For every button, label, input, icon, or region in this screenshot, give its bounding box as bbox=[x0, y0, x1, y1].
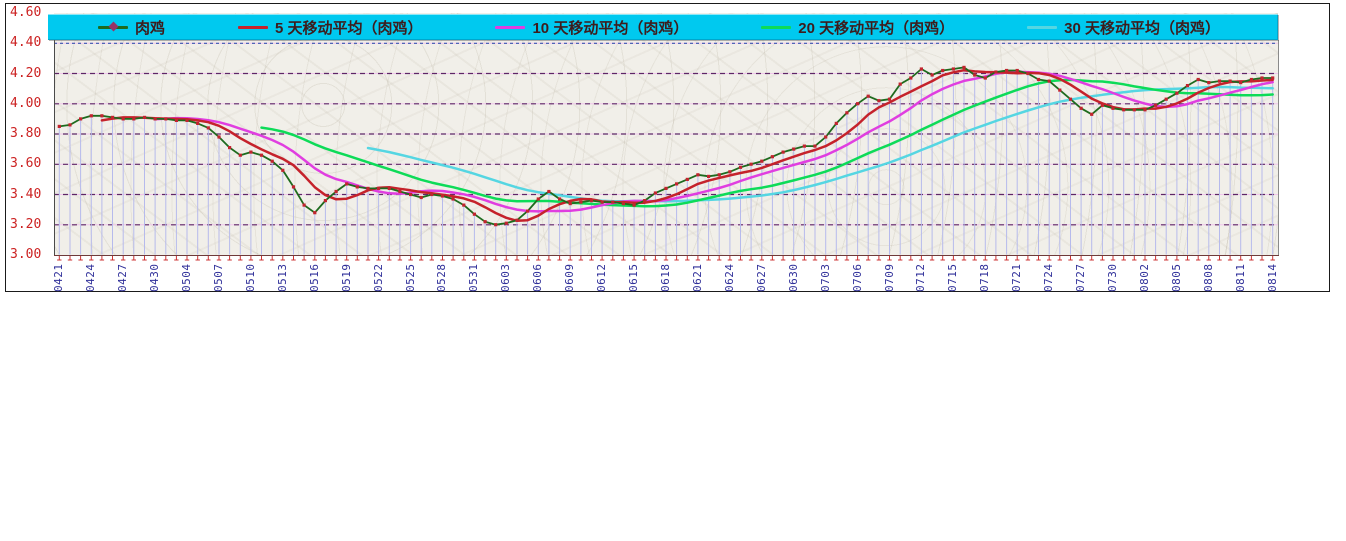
x-tick-label: 0612 bbox=[595, 263, 608, 293]
legend-item: 5 天移动平均（肉鸡） bbox=[237, 17, 423, 38]
x-tick-label: 0624 bbox=[723, 263, 736, 293]
x-tick-label: 0621 bbox=[691, 263, 704, 293]
y-tick-label: 4.60 bbox=[10, 5, 42, 20]
y-tick-label: 4.40 bbox=[10, 35, 42, 50]
y-tick-label: 3.60 bbox=[10, 156, 42, 171]
legend-label: 20 天移动平均（肉鸡） bbox=[798, 19, 955, 37]
x-tick-label: 0528 bbox=[435, 263, 448, 293]
x-tick-label: 0531 bbox=[467, 263, 480, 293]
x-tick-label: 0715 bbox=[946, 263, 959, 293]
x-tick-label: 0802 bbox=[1138, 263, 1151, 293]
x-tick-label: 0430 bbox=[148, 263, 161, 293]
drop-lines bbox=[58, 68, 1274, 255]
x-tick-label: 0516 bbox=[308, 263, 321, 293]
y-tick-label: 3.80 bbox=[10, 126, 42, 141]
legend-key-marker-icon bbox=[108, 21, 119, 32]
x-tick-label: 0606 bbox=[531, 263, 544, 293]
legend-key-line-icon bbox=[495, 25, 526, 29]
series-ma5 bbox=[100, 68, 1274, 223]
series-ma20 bbox=[260, 78, 1274, 208]
legend-label: 5 天移动平均（肉鸡） bbox=[274, 19, 423, 37]
x-tick-label: 0808 bbox=[1202, 263, 1215, 293]
legend-label: 肉鸡 bbox=[135, 19, 166, 37]
x-tick-label: 0525 bbox=[404, 263, 417, 293]
x-tick-label: 0513 bbox=[276, 263, 289, 293]
x-tick-label: 0706 bbox=[851, 263, 864, 293]
legend-key-line-icon bbox=[237, 25, 268, 29]
x-tick-label: 0522 bbox=[372, 263, 385, 293]
series-main-markers bbox=[57, 65, 1275, 227]
y-tick-label: 3.00 bbox=[10, 247, 42, 262]
y-tick-label: 3.20 bbox=[10, 217, 42, 232]
x-axis-ticks bbox=[57, 256, 1275, 261]
legend-label: 30 天移动平均（肉鸡） bbox=[1064, 19, 1220, 37]
x-tick-label: 0727 bbox=[1074, 263, 1087, 293]
y-tick-label: 3.40 bbox=[10, 187, 42, 202]
legend-item: 10 天移动平均（肉鸡） bbox=[495, 17, 688, 38]
x-tick-label: 0627 bbox=[755, 263, 768, 293]
legend-item: 20 天移动平均（肉鸡） bbox=[761, 17, 954, 38]
legend-key-line-icon bbox=[98, 21, 128, 32]
plot-svg bbox=[54, 40, 1279, 261]
x-tick-label: 0718 bbox=[978, 263, 991, 293]
x-tick-label: 0507 bbox=[212, 263, 225, 293]
y-tick-label: 4.00 bbox=[10, 96, 42, 111]
x-tick-label: 0615 bbox=[627, 263, 640, 293]
x-tick-label: 0618 bbox=[659, 263, 672, 293]
x-tick-label: 0510 bbox=[244, 263, 257, 293]
x-tick-label: 0519 bbox=[340, 263, 353, 293]
x-tick-label: 0712 bbox=[914, 263, 927, 293]
x-tick-label: 0421 bbox=[52, 263, 65, 293]
x-tick-label: 0724 bbox=[1042, 263, 1055, 293]
legend-bar: 肉鸡 5 天移动平均（肉鸡） 10 天移动平均（肉鸡） 20 天移动平均（肉鸡） 30 … bbox=[48, 14, 1278, 40]
x-tick-label: 0630 bbox=[787, 263, 800, 293]
x-tick-label: 0709 bbox=[883, 263, 896, 293]
legend-label: 10 天移动平均（肉鸡） bbox=[532, 19, 689, 37]
x-tick-label: 0805 bbox=[1170, 263, 1183, 293]
x-tick-label: 0703 bbox=[819, 263, 832, 293]
y-tick-label: 4.20 bbox=[10, 66, 42, 81]
x-tick-label: 0427 bbox=[116, 263, 129, 293]
series-ma30 bbox=[366, 85, 1274, 203]
x-tick-label: 0814 bbox=[1266, 263, 1279, 293]
x-tick-label: 0504 bbox=[180, 263, 193, 293]
x-tick-label: 0424 bbox=[84, 263, 97, 293]
legend-key-line-icon bbox=[1027, 25, 1058, 29]
legend-key-line-icon bbox=[761, 25, 792, 29]
x-tick-label: 0609 bbox=[563, 263, 576, 293]
series-ma10 bbox=[153, 70, 1274, 213]
x-tick-label: 0721 bbox=[1010, 263, 1023, 293]
x-tick-label: 0811 bbox=[1234, 263, 1247, 293]
chart-frame: 4.60 4.40 4.20 4.00 3.80 3.60 3.40 3.20 3.00 042… bbox=[5, 3, 1330, 292]
legend-item: 肉鸡 bbox=[98, 17, 165, 38]
x-tick-label: 0603 bbox=[499, 263, 512, 293]
x-tick-label: 0730 bbox=[1106, 263, 1119, 293]
legend-item: 30 天移动平均（肉鸡） bbox=[1027, 17, 1220, 38]
